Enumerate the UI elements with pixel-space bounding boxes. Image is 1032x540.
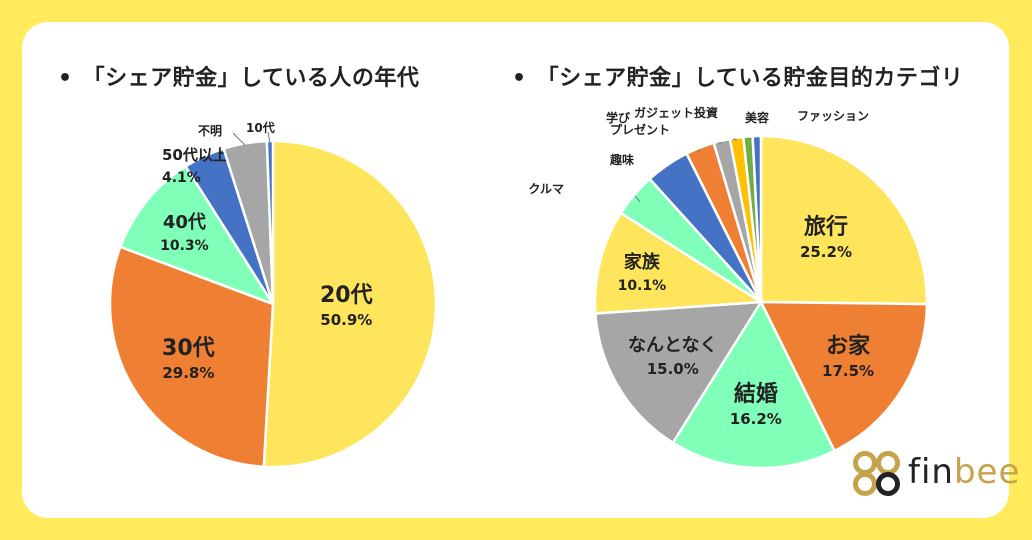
slice-outer-label: 趣味 <box>609 152 634 167</box>
slice-percent: 16.2% <box>730 410 782 428</box>
pie-slice <box>751 134 763 304</box>
leader-line <box>747 137 750 139</box>
chart-title-age: • 「シェア貯金」している人の年代 <box>58 66 420 91</box>
slice-label: なんとなく <box>628 335 717 356</box>
pie-slice <box>119 165 275 306</box>
slice-outer-label: 美容 <box>745 110 769 125</box>
slice-outer-label: 不明 <box>198 124 222 138</box>
slice-percent: 10.1% <box>618 278 667 294</box>
slice-percent: 25.2% <box>800 243 852 261</box>
pie-slice <box>671 300 836 470</box>
leader-line <box>232 132 246 146</box>
pie-slice <box>262 139 438 469</box>
leader-line <box>267 131 271 144</box>
pie-slice <box>593 211 763 315</box>
slice-label: 30代 <box>162 336 215 361</box>
slice-percent: 29.8% <box>162 364 214 382</box>
leader-line <box>663 166 669 171</box>
slice-outer-label: プレゼント <box>610 122 670 137</box>
leader-line <box>756 136 759 139</box>
slice-outer-label: クルマ <box>528 182 564 196</box>
pie-slice <box>108 245 275 468</box>
slice-outer-label: ガジェット投資 <box>634 105 718 120</box>
pie-slice <box>759 300 929 453</box>
leader-line <box>732 138 738 141</box>
chart-title-purpose: • 「シェア貯金」している貯金目的カテゴリ <box>512 66 964 91</box>
leader-line <box>696 149 701 153</box>
pie-slice <box>594 300 763 444</box>
pie-slice <box>759 134 929 306</box>
slice-outer-label: ファッション <box>797 109 869 123</box>
slice-label: お家 <box>826 333 871 359</box>
logo-wordmark: finbee <box>908 452 1021 492</box>
slice-label: 結婚 <box>734 381 778 407</box>
slice-percent: 4.1% <box>162 170 201 186</box>
slice-percent: 15.0% <box>647 360 699 378</box>
bee-logo-icon <box>853 451 900 496</box>
slice-label: 家族 <box>624 251 661 273</box>
slice-outer-label: 学び <box>606 110 631 125</box>
slice-label: 40代 <box>163 212 206 233</box>
finbee-logo: finbee <box>850 448 1019 498</box>
slice-label: 20代 <box>320 283 373 308</box>
slice-label: 50代以上 <box>162 146 228 164</box>
leader-line <box>635 195 641 203</box>
slice-percent: 17.5% <box>822 362 874 380</box>
slice-percent: 10.3% <box>160 238 209 254</box>
slice-percent: 50.9% <box>320 311 372 329</box>
slice-label: 旅行 <box>804 214 848 240</box>
slice-outer-label: 10代 <box>246 120 275 135</box>
